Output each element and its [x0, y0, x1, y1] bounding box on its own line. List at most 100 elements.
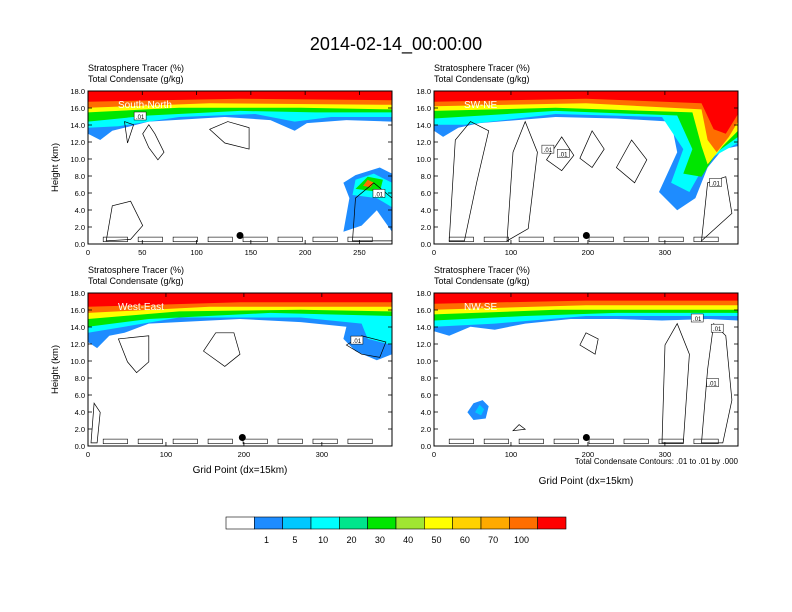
panel-label: NW-SE: [464, 302, 497, 313]
y-tick-label: 16.0: [70, 306, 85, 315]
figure-title: 2014-02-14_00:00:00: [310, 34, 482, 55]
colorbar: 1 5 10 20 30 40 50 60 70 100: [225, 516, 567, 545]
y-tick-label: 16.0: [416, 104, 431, 113]
contour-label-box: [690, 313, 704, 323]
x-tick-label: 200: [582, 450, 595, 459]
colorbar-label: 40: [403, 535, 413, 545]
panel-west-east: .01 0.0 2.0 4.0 6.0 8.0 10.0 12.0 14.0 16.0 18.0 0 1…: [50, 265, 393, 476]
x-axis-label: Grid Point (dx=15km): [539, 476, 634, 487]
y-tick-label: 0.0: [421, 442, 431, 451]
x-tick-label: 0: [86, 450, 90, 459]
x-tick-label: 150: [245, 248, 258, 257]
y-tick-label: 10.0: [416, 155, 431, 164]
x-tick-label: 100: [160, 450, 173, 459]
y-tick-label: 0.0: [421, 240, 431, 249]
low-level-contour: [207, 236, 233, 243]
colorbar-label: 5: [292, 535, 297, 545]
y-tick-label: 6.0: [421, 189, 431, 198]
low-level-contour: [658, 438, 684, 445]
y-tick-label: 12.0: [416, 340, 431, 349]
condensate-contour: [105, 200, 144, 242]
y-tick-label: 4.0: [421, 206, 431, 215]
y-axis-label: Height (km): [50, 143, 61, 192]
contour-label: .01: [693, 317, 702, 323]
y-tick-label: 4.0: [75, 408, 85, 417]
plot-border: [87, 292, 393, 447]
y-tick-label: 8.0: [75, 172, 85, 181]
x-tick-label: 0: [86, 248, 90, 257]
y-tick-label: 2.0: [421, 223, 431, 232]
low-level-contour: [102, 236, 128, 243]
low-level-contour: [483, 438, 509, 445]
y-tick-label: 0.0: [75, 240, 85, 249]
x-tick-label: 0: [432, 450, 436, 459]
contour-label: .01: [353, 339, 362, 345]
tracer-field: [88, 91, 392, 243]
y-tick-label: 18.0: [70, 87, 85, 96]
plot-border: [433, 292, 739, 447]
low-level-contour: [553, 236, 579, 243]
contour-label: .01: [559, 152, 568, 158]
tracer-contour-fill: [434, 91, 738, 211]
low-level-contour: [448, 236, 474, 243]
tracer-contour-fill: [434, 293, 738, 304]
low-level-contour: [518, 236, 544, 243]
colorbar-label: 50: [431, 535, 441, 545]
location-marker: [236, 232, 244, 239]
low-level-contour: [277, 236, 303, 243]
y-tick-label: 2.0: [421, 425, 431, 434]
low-level-contour: [242, 438, 268, 445]
panel-header-tracer: Stratosphere Tracer (%): [88, 63, 184, 73]
y-tick-label: 6.0: [75, 391, 85, 400]
x-tick-label: 100: [505, 248, 518, 257]
y-tick-label: 10.0: [416, 357, 431, 366]
contour-label-box: [372, 189, 386, 198]
y-tick-label: 14.0: [416, 323, 431, 332]
low-level-contour: [172, 236, 198, 243]
y-tick-label: 0.0: [75, 442, 85, 451]
low-level-contour: [658, 236, 684, 243]
location-marker: [582, 232, 590, 239]
low-level-contour: [207, 438, 233, 445]
y-tick-label: 14.0: [416, 121, 431, 130]
panel-header-condensate: Total Condensate (g/kg): [88, 74, 184, 84]
tracer-field: [434, 293, 738, 445]
x-tick-label: 200: [299, 248, 312, 257]
colorbar-label: 1: [264, 535, 269, 545]
low-level-contour: [588, 236, 614, 243]
contour-label-box: [709, 178, 722, 187]
colorbar-swatch: [424, 516, 453, 530]
low-level-contour: [553, 438, 579, 445]
tracer-contour-fill: [434, 91, 738, 134]
y-tick-label: 8.0: [75, 374, 85, 383]
panel-header-condensate: Total Condensate (g/kg): [88, 276, 184, 286]
tracer-field: [88, 293, 392, 445]
condensate-contour: [117, 335, 150, 374]
tracer-contour-fill: [88, 293, 392, 307]
colorbar-swatch: [452, 516, 482, 530]
contour-label-box: [706, 378, 719, 387]
contour-label: .01: [544, 148, 553, 154]
y-tick-label: 6.0: [75, 189, 85, 198]
x-tick-label: 200: [582, 248, 595, 257]
colorbar-swatch: [367, 516, 397, 530]
y-tick-label: 2.0: [75, 223, 85, 232]
low-level-contour: [277, 438, 303, 445]
x-tick-label: 50: [138, 248, 146, 257]
x-tick-label: 100: [190, 248, 203, 257]
low-level-contour: [693, 236, 719, 243]
condensate-contour: [203, 332, 241, 367]
low-level-contour: [172, 438, 198, 445]
tracer-contour-fill: [475, 404, 485, 416]
y-tick-label: 12.0: [416, 138, 431, 147]
contour-label: .01: [713, 327, 722, 333]
y-tick-label: 8.0: [421, 374, 431, 383]
y-axis-label: Height (km): [50, 345, 61, 394]
colorbar-swatch: [509, 516, 538, 530]
contour-label: .01: [708, 382, 717, 388]
condensate-contour: [506, 120, 538, 242]
low-level-contour: [312, 236, 338, 243]
y-tick-label: 16.0: [70, 104, 85, 113]
panel-label: West-East: [118, 302, 164, 313]
